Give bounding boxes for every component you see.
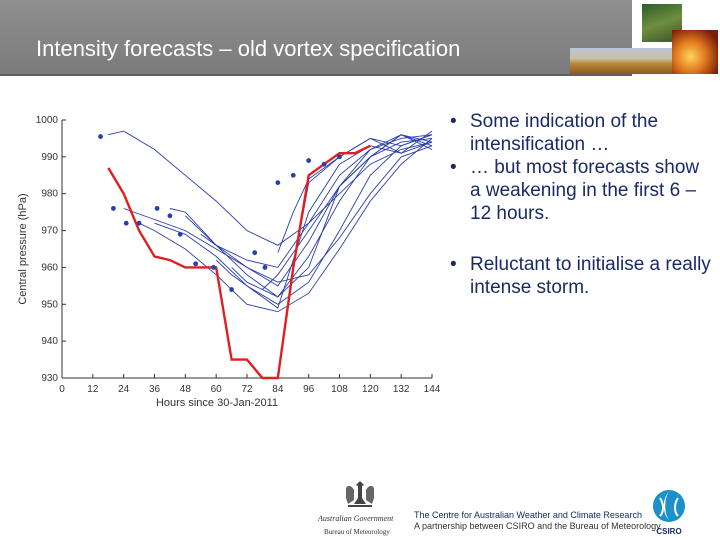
bullet-marker: • xyxy=(450,157,457,178)
bom-label: Bureau of Meteorology xyxy=(324,528,390,536)
footer-line-1: The Centre for Australian Weather and Cl… xyxy=(414,510,642,520)
footer-line-2: A partnership between CSIRO and the Bure… xyxy=(414,521,661,531)
bullet-item: • … but most forecasts show a weakening i… xyxy=(450,156,712,225)
forecast-initial-point xyxy=(110,206,116,211)
coat-of-arms-icon xyxy=(346,481,374,507)
slide-header: Intensity forecasts – old vortex specifi… xyxy=(0,0,720,76)
x-tick-label: 144 xyxy=(424,384,441,395)
bushfire-photo xyxy=(672,30,718,74)
y-tick-label: 950 xyxy=(41,299,58,310)
x-tick-label: 84 xyxy=(272,384,284,395)
forecast-initial-point xyxy=(321,161,327,167)
forecast-line xyxy=(154,134,433,305)
slide-title: Intensity forecasts – old vortex specifi… xyxy=(36,36,461,61)
x-tick-label: 96 xyxy=(303,384,315,395)
bullet-item: • Some indication of the intensification … xyxy=(450,110,712,156)
forecast-line xyxy=(215,141,433,309)
forecast-line xyxy=(200,134,433,268)
csiro-logo: CSIRO xyxy=(653,490,685,536)
bullet-list: • Some indication of the intensification … xyxy=(450,110,712,299)
x-tick-label: 48 xyxy=(180,384,192,395)
x-tick-label: 36 xyxy=(149,384,161,395)
bullet-text: Some indication of the intensification … xyxy=(470,111,659,155)
forecast-initial-point xyxy=(229,287,234,292)
forecast-initial-point xyxy=(262,265,268,270)
bullet-text: … but most forecasts show a weakening in… xyxy=(470,157,700,224)
forecast-initial-point xyxy=(290,172,296,178)
bullet-text: Reluctant to initialise a really intense… xyxy=(470,254,711,298)
x-tick-label: 60 xyxy=(211,384,223,395)
pressure-chart: 930 940 950 960 970 980 990 1000 0 12 24 36 48 60 72 84… xyxy=(17,115,441,409)
forecast-initial-point xyxy=(177,231,183,237)
forecast-initial-point xyxy=(167,213,173,219)
forecast-line xyxy=(123,145,433,283)
forecast-initial-point xyxy=(136,220,142,226)
y-tick-label: 990 xyxy=(41,152,58,163)
bullet-marker: • xyxy=(450,254,457,275)
bullet-marker: • xyxy=(450,111,457,132)
forecast-initial-point xyxy=(337,154,342,160)
forecast-initial-point xyxy=(154,206,160,211)
australian-government-logo: Australian Government Bureau of Meteorol… xyxy=(316,478,406,538)
forecast-line xyxy=(138,138,433,313)
bullet-item: • Reluctant to initialise a really intens… xyxy=(450,253,712,299)
header-divider xyxy=(0,74,632,76)
forecast-initial-point xyxy=(252,250,258,256)
x-tick-label: 12 xyxy=(87,384,99,395)
csiro-wordmark: CSIRO xyxy=(656,527,681,536)
forecast-line xyxy=(262,134,433,290)
x-tick-label: 120 xyxy=(362,384,379,395)
y-tick-label: 1000 xyxy=(36,115,59,126)
forecast-line xyxy=(108,130,433,246)
y-tick-label: 960 xyxy=(41,262,58,273)
observed-pressure-line xyxy=(107,144,371,380)
harvest-field-photo xyxy=(570,48,674,74)
y-tick-label: 980 xyxy=(41,189,58,200)
forecast-initial-point xyxy=(306,158,312,163)
x-tick-label: 0 xyxy=(59,384,65,395)
x-tick-label: 132 xyxy=(393,384,410,395)
forecast-initial-point xyxy=(193,261,199,267)
forecast-line xyxy=(184,134,433,287)
x-tick-label: 72 xyxy=(241,384,253,395)
forecast-initial-point xyxy=(123,220,129,226)
forecast-initial-point xyxy=(275,180,281,186)
forecast-initial-point xyxy=(211,265,216,270)
y-tick-label: 970 xyxy=(41,226,58,237)
y-tick-label: 940 xyxy=(41,336,58,347)
footer-text: The Centre for Australian Weather and Cl… xyxy=(414,510,661,532)
y-axis-title: Central pressure (hPa) xyxy=(17,193,29,304)
x-tick-label: 108 xyxy=(331,384,348,395)
y-tick-label: 930 xyxy=(41,373,58,384)
x-axis-title: Hours since 30-Jan-2011 xyxy=(156,397,278,409)
x-tick-label: 24 xyxy=(118,384,130,395)
header-bar xyxy=(0,0,632,76)
forecast-initial-point xyxy=(98,134,103,139)
gov-label: Australian Government xyxy=(318,514,394,523)
